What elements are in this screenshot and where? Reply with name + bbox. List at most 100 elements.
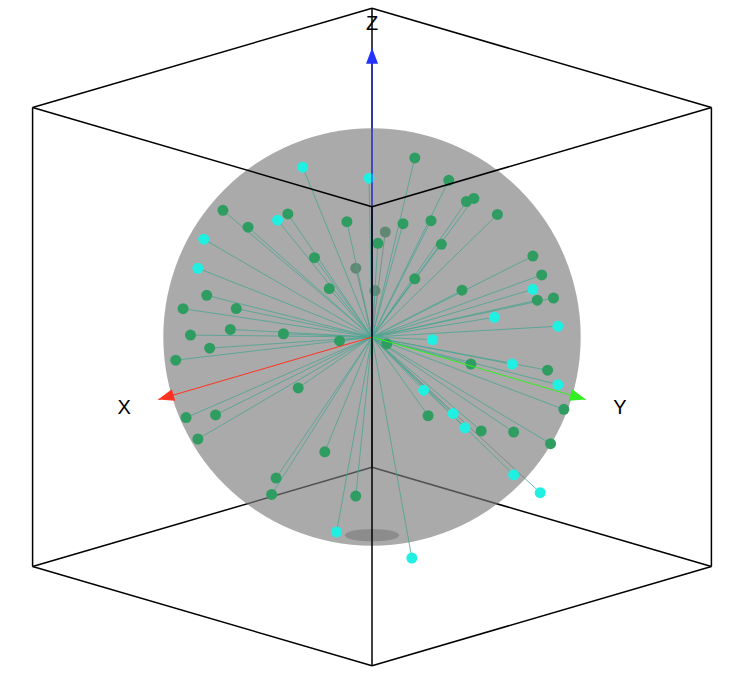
- point: [192, 263, 203, 274]
- ray: [278, 220, 372, 337]
- axis-arrow: [569, 389, 586, 401]
- ray: [372, 198, 474, 337]
- point: [409, 152, 420, 163]
- point: [271, 473, 282, 484]
- ray: [198, 268, 372, 337]
- point: [210, 409, 221, 420]
- point: [181, 412, 192, 423]
- point: [423, 410, 434, 421]
- point: [364, 173, 375, 184]
- ray: [372, 326, 558, 337]
- point: [426, 215, 437, 226]
- ray: [372, 279, 415, 337]
- point: [198, 234, 209, 245]
- point: [535, 487, 546, 498]
- ray: [210, 337, 372, 348]
- ray: [272, 337, 372, 494]
- point: [527, 284, 538, 295]
- axis-frame: [32, 107, 34, 566]
- ray: [248, 227, 372, 337]
- ray: [329, 289, 372, 337]
- ray: [372, 337, 548, 370]
- point: [266, 489, 277, 500]
- point: [331, 526, 342, 537]
- axis-frame: [372, 107, 711, 206]
- point: [532, 295, 543, 306]
- ray: [207, 295, 372, 337]
- point: [492, 209, 503, 220]
- point: [436, 239, 447, 250]
- ray: [372, 337, 481, 431]
- ray: [372, 337, 514, 432]
- ray: [283, 334, 372, 337]
- point: [243, 222, 254, 233]
- point: [409, 273, 420, 284]
- ray: [372, 244, 441, 337]
- ray: [337, 337, 372, 532]
- ray: [236, 309, 372, 337]
- point: [341, 216, 352, 227]
- point: [225, 324, 236, 335]
- axis-frame: [372, 8, 711, 107]
- ray: [298, 337, 372, 388]
- point: [542, 365, 553, 376]
- point: [527, 251, 538, 262]
- ray: [276, 337, 372, 478]
- ray: [372, 224, 403, 337]
- axis-title: X: [117, 396, 130, 418]
- axis-title: Z: [366, 12, 378, 34]
- point: [418, 385, 429, 396]
- point: [536, 269, 547, 280]
- point: [293, 382, 304, 393]
- ray: [372, 337, 512, 364]
- ray: [230, 329, 372, 337]
- point: [201, 290, 212, 301]
- ray: [372, 337, 551, 444]
- point: [372, 238, 383, 249]
- ray: [372, 337, 564, 409]
- axis-frame: [371, 207, 373, 666]
- ray: [372, 221, 431, 337]
- point: [476, 425, 487, 436]
- point: [406, 553, 417, 564]
- point: [334, 335, 345, 346]
- point: [552, 379, 563, 390]
- ray: [372, 317, 494, 337]
- point: [397, 218, 408, 229]
- ray: [372, 337, 428, 416]
- point: [217, 205, 228, 216]
- point: [204, 343, 215, 354]
- ray: [372, 243, 378, 337]
- point: [459, 422, 470, 433]
- point: [552, 321, 563, 332]
- point: [545, 438, 556, 449]
- point: [278, 328, 289, 339]
- axis-frame: [711, 107, 713, 566]
- ray: [372, 289, 533, 337]
- point: [461, 196, 472, 207]
- point: [178, 303, 189, 314]
- point: [448, 408, 459, 419]
- ray: [303, 167, 372, 337]
- ray: [372, 202, 466, 337]
- point: [282, 208, 293, 219]
- point: [272, 215, 283, 226]
- axis-frame: [33, 8, 372, 107]
- point: [170, 355, 181, 366]
- point: [427, 334, 438, 345]
- point: [350, 491, 361, 502]
- point: [319, 446, 330, 457]
- ray: [372, 158, 415, 337]
- ray: [204, 239, 372, 337]
- ray: [198, 337, 372, 439]
- ray: [314, 258, 372, 337]
- point: [465, 359, 476, 370]
- ray: [372, 300, 537, 337]
- ray: [356, 337, 372, 496]
- axis-arrow: [366, 48, 378, 64]
- axis-title: Y: [613, 396, 626, 418]
- point: [507, 359, 518, 370]
- point: [457, 285, 468, 296]
- point: [192, 433, 203, 444]
- axis-line: [158, 337, 372, 400]
